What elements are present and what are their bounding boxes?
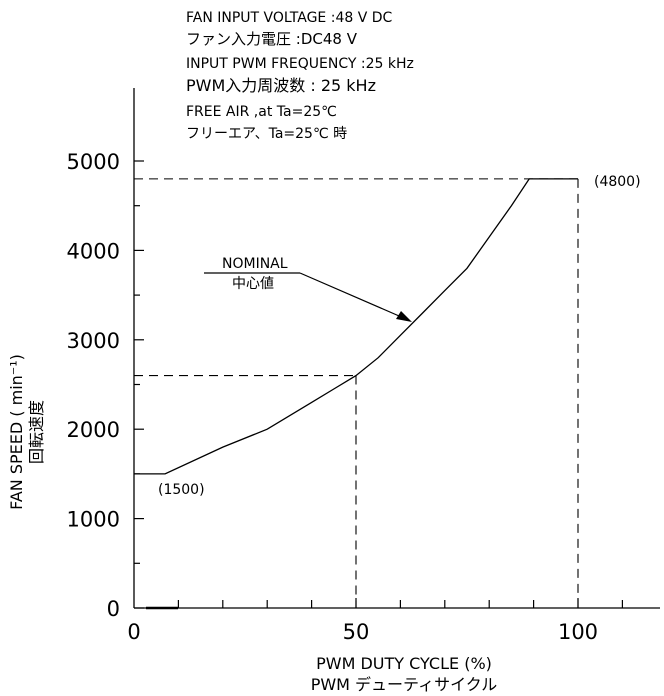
reference-lines bbox=[134, 178, 579, 608]
x-tick-label: 0 bbox=[127, 620, 140, 644]
y-tick-label: 4000 bbox=[67, 239, 120, 263]
x-axis-label: PWM DUTY CYCLE (%) bbox=[316, 654, 492, 673]
condition-line: PWM入力周波数 : 25 kHz bbox=[186, 76, 376, 95]
series-line-nominal bbox=[134, 178, 578, 475]
x-tick-label: 50 bbox=[343, 620, 370, 644]
series-layer bbox=[134, 178, 578, 475]
conditions-block: FAN INPUT VOLTAGE :48 V DC ファン入力電圧 :DC48… bbox=[186, 10, 414, 142]
condition-line: FREE AIR ,at Ta=25℃ bbox=[186, 104, 337, 120]
y-tick-label: 5000 bbox=[67, 150, 120, 174]
condition-line: フリーエア、Ta=25℃ 時 bbox=[186, 126, 347, 142]
tick-labels: 0 1000 2000 3000 4000 5000 0 50 100 bbox=[67, 150, 599, 644]
y-axis-sublabel: 回転速度 bbox=[27, 400, 46, 464]
y-tick-label: 1000 bbox=[67, 508, 120, 532]
x-axis-sublabel: PWM デューティサイクル bbox=[311, 675, 498, 694]
max-speed-label: (4800) bbox=[594, 174, 641, 190]
nominal-label: NOMINAL bbox=[222, 256, 288, 272]
y-axis-label: FAN SPEED ( min⁻¹) bbox=[7, 354, 26, 510]
nominal-sublabel: 中心値 bbox=[232, 276, 274, 292]
arrowhead-icon bbox=[396, 311, 412, 322]
y-tick-label: 2000 bbox=[67, 418, 120, 442]
condition-line: INPUT PWM FREQUENCY :25 kHz bbox=[186, 56, 414, 72]
condition-line: FAN INPUT VOLTAGE :48 V DC bbox=[186, 10, 393, 26]
x-tick-label: 100 bbox=[558, 620, 598, 644]
nominal-leader-arrow bbox=[299, 272, 407, 320]
nominal-callout: NOMINAL 中心値 bbox=[204, 256, 412, 322]
axis-ticks bbox=[134, 160, 624, 609]
condition-line: ファン入力電圧 :DC48 V bbox=[186, 30, 358, 48]
min-speed-label: (1500) bbox=[158, 482, 205, 498]
y-tick-label: 3000 bbox=[67, 329, 120, 353]
y-tick-label: 0 bbox=[107, 597, 120, 621]
